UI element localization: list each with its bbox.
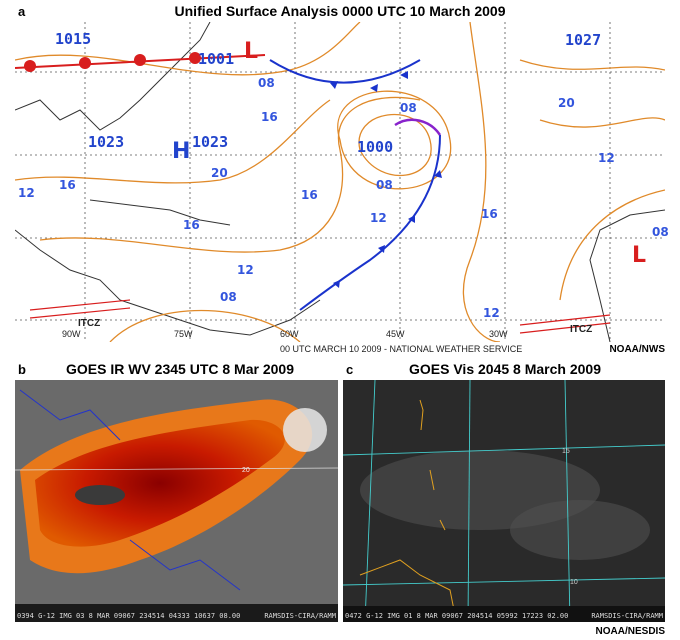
longitude-label: 30W: [489, 329, 508, 339]
isobar-label: 08: [258, 76, 275, 90]
isobar-label: 08: [400, 101, 417, 115]
isobar-label: 20: [558, 96, 575, 110]
panel-label: a: [18, 4, 26, 19]
isobar-label: 12: [370, 211, 387, 225]
isobar-label: 16: [59, 178, 76, 192]
pressure-center: 1023: [192, 133, 228, 151]
pressure-symbol: L: [244, 39, 258, 64]
isobar-label: 16: [301, 188, 318, 202]
grid-label: 20: [242, 467, 250, 474]
panel-label: c: [346, 362, 353, 377]
wv-image: [15, 380, 338, 622]
isobar-label: 12: [237, 263, 254, 277]
vis-image: [343, 380, 665, 622]
isobar-label: 08: [220, 290, 237, 304]
panel-title: GOES IR WV 2345 UTC 8 Mar 2009: [66, 361, 294, 377]
image-strip-credit: RAMSDIS-CIRA/RAMM: [264, 612, 336, 620]
pressure-center: 1000: [357, 138, 393, 156]
isobar-label: 16: [183, 218, 200, 232]
itcz-label: ITCZ: [78, 318, 100, 329]
grid-label: 15: [562, 448, 570, 455]
surface-map: [15, 22, 665, 342]
grid-label: 10: [570, 579, 578, 586]
longitude-label: 60W: [280, 329, 299, 339]
pressure-center: 1015: [55, 30, 91, 48]
pressure-symbol: H: [172, 139, 190, 164]
panel-title: Unified Surface Analysis 0000 UTC 10 Mar…: [175, 3, 506, 19]
longitude-label: 45W: [386, 329, 405, 339]
map-footer: 00 UTC MARCH 10 2009 - NATIONAL WEATHER …: [280, 344, 522, 354]
isobar-label: 08: [652, 225, 669, 239]
isobar-label: 16: [481, 207, 498, 221]
isobar-label: 20: [211, 166, 228, 180]
isobar-label: 12: [598, 151, 615, 165]
image-strip: 0472 G-12 IMG 01 8 MAR 09067 204514 0599…: [345, 612, 568, 620]
itcz-label: ITCZ: [570, 324, 592, 335]
pressure-center: 1001: [198, 50, 234, 68]
isobar-label: 12: [18, 186, 35, 200]
image-strip-credit: RAMSDIS-CIRA/RAMM: [591, 612, 663, 620]
pressure-center: 1027: [565, 31, 601, 49]
pressure-symbol: L: [632, 243, 646, 268]
longitude-label: 75W: [174, 329, 193, 339]
panel-label: b: [18, 362, 26, 377]
credit: NOAA/NWS: [609, 344, 665, 355]
isobar-label: 08: [376, 178, 393, 192]
isobar-label: 16: [261, 110, 278, 124]
panel-title: GOES Vis 2045 8 March 2009: [409, 361, 601, 377]
isobar-label: 12: [483, 306, 500, 320]
pressure-center: 1023: [88, 133, 124, 151]
credit: NOAA/NESDIS: [596, 626, 666, 637]
image-strip: 0394 G-12 IMG 03 8 MAR 09067 234514 0433…: [17, 612, 240, 620]
longitude-label: 90W: [62, 329, 81, 339]
